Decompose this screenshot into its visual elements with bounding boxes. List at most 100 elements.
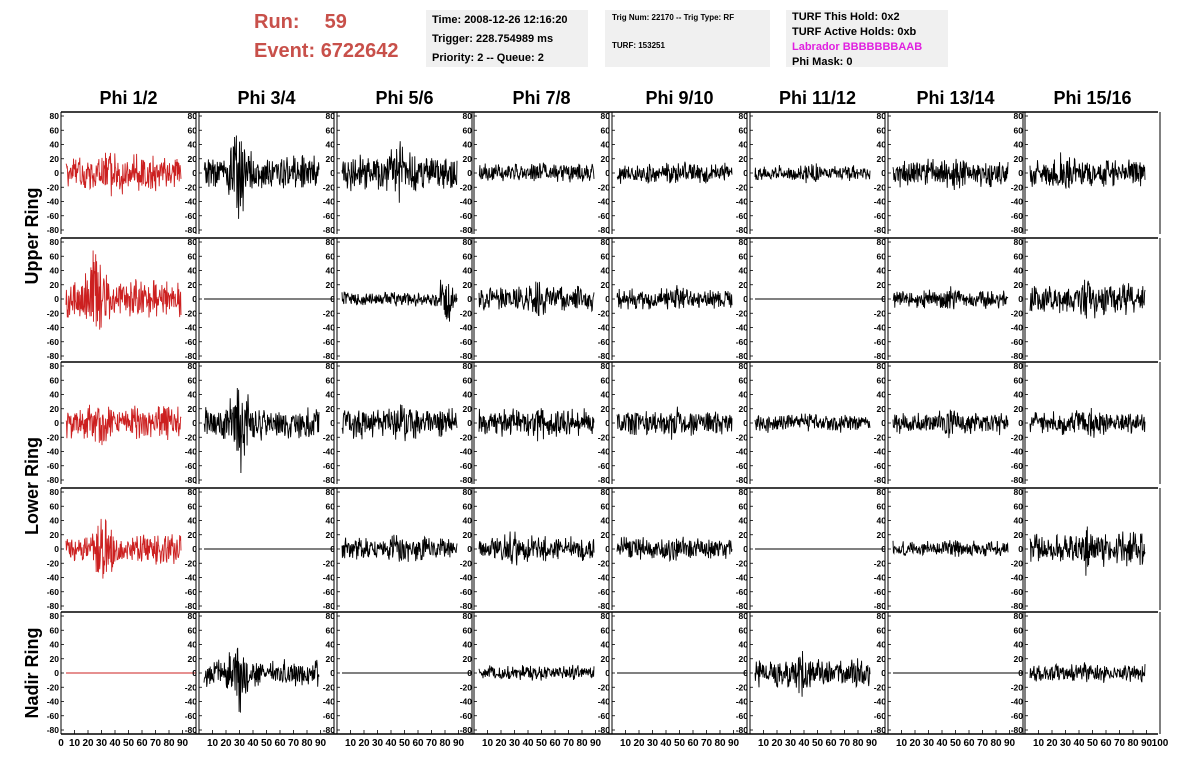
- waveform-trace: [341, 279, 458, 322]
- x-tick-label: 30: [96, 738, 108, 749]
- y-tick-label: -60: [47, 211, 60, 221]
- waveform-trace: [65, 518, 182, 579]
- y-tick-label: -80: [598, 351, 611, 361]
- event-label: Event:: [254, 40, 316, 62]
- y-tick-label: -40: [47, 197, 60, 207]
- y-tick-label: 80: [739, 487, 749, 497]
- waveform-trace: [754, 413, 871, 433]
- y-tick-label: 40: [601, 390, 611, 400]
- waveform-panel: 80 60 40 20 0 -20 -40 -60 -80: [1011, 487, 1161, 611]
- waveform-panel: 80 60 40 20 0 -20 -40 -60 -80: [598, 361, 748, 485]
- y-tick-label: -40: [323, 197, 336, 207]
- y-tick-label: -80: [460, 725, 473, 735]
- waveform-trace: [478, 408, 595, 442]
- y-tick-label: -60: [1011, 211, 1024, 221]
- y-tick-label: 40: [50, 640, 60, 650]
- y-tick-label: -80: [874, 475, 887, 485]
- x-tick-label: 90: [453, 738, 465, 749]
- x-tick-label: 70: [426, 738, 438, 749]
- y-tick-label: 80: [463, 361, 473, 371]
- y-tick-label: 60: [601, 501, 611, 511]
- x-tick-label: 90: [728, 738, 740, 749]
- waveform-trace: [616, 406, 733, 440]
- y-tick-label: -40: [874, 697, 887, 707]
- y-tick-label: 0: [330, 544, 335, 554]
- waveform-panel: 80 60 40 20 0 -20 -40 -60 -80: [736, 237, 886, 361]
- y-tick-label: 20: [1014, 404, 1024, 414]
- y-tick-label: 40: [739, 640, 749, 650]
- column-label: Phi 13/14: [916, 88, 994, 108]
- y-tick-label: 20: [877, 154, 887, 164]
- waveform-panel: 80 60 40 20 0 -20 -40 -60 -80: [47, 611, 197, 735]
- y-tick-label: -20: [736, 558, 749, 568]
- x-tick-label: 50: [261, 738, 273, 749]
- y-tick-label: -60: [874, 711, 887, 721]
- y-tick-label: -80: [874, 601, 887, 611]
- column-label: Phi 11/12: [779, 88, 856, 108]
- turf-hold-text: TURF This Hold: 0x2: [792, 11, 900, 23]
- waveform-panel: 80 60 40 20 0 -20 -40 -60 -80: [736, 611, 886, 735]
- y-tick-label: 0: [881, 294, 886, 304]
- y-tick-label: -20: [460, 432, 473, 442]
- x-tick-label: 20: [909, 738, 921, 749]
- y-tick-label: -60: [736, 587, 749, 597]
- y-tick-label: -40: [47, 447, 60, 457]
- y-tick-label: 20: [739, 280, 749, 290]
- y-tick-label: 0: [54, 418, 59, 428]
- y-tick-label: -60: [874, 211, 887, 221]
- waveform-panel: 80 60 40 20 0 -20 -40 -60 -80: [1011, 361, 1161, 485]
- y-tick-label: 80: [326, 361, 336, 371]
- y-tick-label: -80: [185, 725, 198, 735]
- waveform-trace: [1029, 526, 1146, 576]
- y-tick-label: -40: [874, 323, 887, 333]
- y-tick-label: -40: [874, 573, 887, 583]
- y-tick-label: 80: [188, 487, 198, 497]
- column-label: Phi 15/16: [1053, 88, 1131, 108]
- y-tick-label: 20: [463, 404, 473, 414]
- x-tick-label: 60: [549, 738, 561, 749]
- y-tick-label: 80: [1014, 487, 1024, 497]
- y-tick-label: 60: [463, 501, 473, 511]
- y-tick-label: 60: [739, 501, 749, 511]
- y-tick-label: 0: [54, 294, 59, 304]
- x-tick-label: 30: [785, 738, 797, 749]
- y-tick-label: -60: [598, 711, 611, 721]
- y-tick-label: -60: [1011, 711, 1024, 721]
- y-tick-label: 60: [50, 625, 60, 635]
- y-tick-label: -20: [460, 558, 473, 568]
- waveform-trace: [65, 152, 182, 197]
- y-tick-label: 80: [188, 611, 198, 621]
- y-tick-label: 20: [463, 654, 473, 664]
- waveform-panel: 80 60 40 20 0 -20 -40 -60 -80: [874, 611, 1024, 735]
- y-tick-label: 20: [601, 154, 611, 164]
- y-tick-label: -60: [460, 461, 473, 471]
- x-tick-label: 70: [839, 738, 851, 749]
- x-tick-label: 20: [495, 738, 507, 749]
- y-tick-label: 0: [605, 294, 610, 304]
- y-tick-label: 80: [50, 611, 60, 621]
- y-tick-label: -40: [736, 447, 749, 457]
- turf-info-box: TURF This Hold: 0x2 TURF Active Holds: 0…: [786, 10, 948, 68]
- y-tick-label: 80: [739, 611, 749, 621]
- y-tick-label: -80: [185, 225, 198, 235]
- y-tick-label: 0: [743, 668, 748, 678]
- y-tick-label: 80: [1014, 111, 1024, 121]
- y-tick-label: 80: [877, 487, 887, 497]
- y-tick-label: -20: [736, 182, 749, 192]
- waveform-panel: 80 60 40 20 0 -20 -40 -60 -80: [47, 487, 197, 611]
- y-tick-label: 0: [192, 418, 197, 428]
- x-tick-label: 40: [522, 738, 534, 749]
- y-tick-label: -40: [460, 697, 473, 707]
- waveform-panel: 80 60 40 20 0 -20 -40 -60 -80: [1011, 611, 1161, 735]
- y-tick-label: 80: [877, 237, 887, 247]
- y-tick-label: -60: [874, 587, 887, 597]
- y-tick-label: 20: [188, 530, 198, 540]
- y-tick-label: -20: [874, 182, 887, 192]
- column-label: Phi 1/2: [99, 88, 157, 108]
- x-tick-label: 40: [660, 738, 672, 749]
- y-tick-label: 80: [1014, 237, 1024, 247]
- y-tick-label: 40: [1014, 640, 1024, 650]
- trig-num-text: Trig Num: 22170 -- Trig Type: RF: [612, 13, 735, 22]
- waveform-trace: [1029, 279, 1146, 319]
- y-tick-label: 80: [326, 237, 336, 247]
